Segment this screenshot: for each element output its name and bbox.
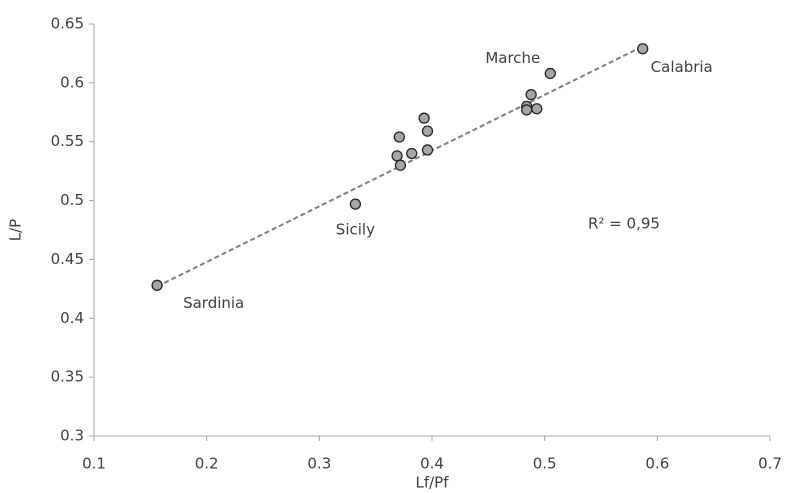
- data-point: [520, 104, 533, 116]
- y-tick-label: 0.35: [51, 368, 84, 386]
- x-tick-label: 0.4: [420, 455, 444, 473]
- data-point: [349, 198, 362, 210]
- x-tick-label: 0.6: [645, 455, 669, 473]
- data-point: [421, 125, 434, 137]
- x-tick-label: 0.2: [195, 455, 219, 473]
- y-tick-label: 0.3: [60, 427, 84, 445]
- data-point: [637, 43, 649, 55]
- y-tick-label: 0.65: [51, 15, 84, 33]
- data-point: [391, 150, 403, 162]
- x-tick-label: 0.3: [307, 455, 331, 473]
- data-point: [531, 103, 543, 115]
- point-label: Sardinia: [183, 294, 244, 312]
- annotation: R² = 0,95: [588, 215, 660, 233]
- y-axis-label: L/P: [7, 219, 25, 241]
- y-tick-label: 0.6: [60, 73, 84, 91]
- y-tick-label: 0.45: [51, 250, 84, 268]
- data-point: [393, 131, 405, 143]
- y-tick-label: 0.4: [60, 309, 84, 327]
- point-label: Sicily: [336, 221, 375, 239]
- data-point: [394, 159, 407, 171]
- x-tick-label: 0.5: [533, 455, 557, 473]
- point-label: Marche: [485, 49, 540, 67]
- data-point: [418, 112, 430, 124]
- data-point: [525, 88, 537, 101]
- data-point: [151, 279, 163, 291]
- y-tick-label: 0.5: [60, 191, 84, 209]
- y-tick-label: 0.55: [51, 132, 84, 150]
- x-tick-label: 0.1: [82, 455, 106, 473]
- data-point: [421, 144, 434, 156]
- trendline: [156, 45, 644, 288]
- point-label: Calabria: [651, 58, 713, 76]
- x-tick-label: 0.7: [758, 455, 782, 473]
- x-axis-label: Lf/Pf: [415, 474, 449, 492]
- data-point: [544, 67, 556, 80]
- data-point: [406, 147, 418, 160]
